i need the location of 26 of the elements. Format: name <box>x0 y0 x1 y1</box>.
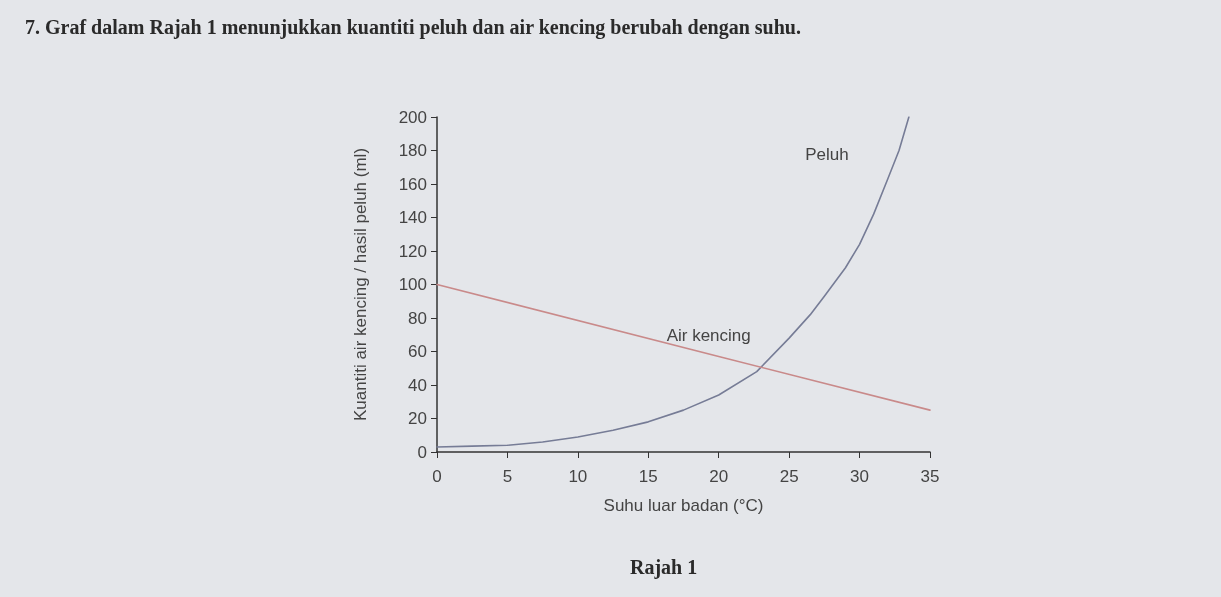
y-tick-label: 120 <box>398 241 427 261</box>
x-tick-label: 10 <box>568 467 588 486</box>
y-tick-label: 140 <box>398 208 427 227</box>
x-tick-label: 15 <box>638 467 658 486</box>
y-tick-label: 80 <box>408 308 427 328</box>
x-tick-label: 25 <box>779 467 799 486</box>
y-tick-label: 200 <box>398 107 427 127</box>
y-tick-label: 0 <box>417 442 427 462</box>
text: Peluh <box>805 144 849 164</box>
y-tick-label: 100 <box>398 275 427 294</box>
text: Rajah 1 <box>630 556 698 579</box>
x-tick-label: 35 <box>920 467 940 486</box>
y-tick-label: 20 <box>408 409 427 428</box>
x-axis-title: Suhu luar badan (°C) <box>603 496 764 515</box>
line-series <box>436 116 910 448</box>
y-tick-label: 180 <box>398 141 427 160</box>
y-tick-label: 60 <box>408 342 427 361</box>
x-tick-label: 20 <box>709 467 729 486</box>
x-tick-label: 5 <box>502 467 513 486</box>
y-tick-label: 160 <box>398 174 427 194</box>
x-tick-label: 30 <box>850 467 870 486</box>
series-label: Air kencing <box>666 325 751 345</box>
x-tick-label: 0 <box>432 467 442 486</box>
y-tick-label: 40 <box>408 375 427 395</box>
chart-title: 7. Graf dalam Rajah 1 menunjukkan kuantiti peluh dan air kencing berubah dengan suhu. <box>25 16 801 39</box>
y-axis-title: Kuantiti air kencing / hasil peluh (ml) <box>351 147 370 422</box>
